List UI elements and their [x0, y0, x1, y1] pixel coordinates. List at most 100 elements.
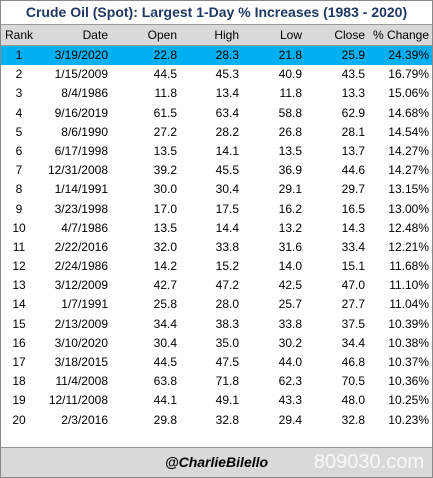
table-cell: 62.3	[278, 374, 302, 389]
table-cell: 34.4	[341, 335, 365, 350]
table-cell: 2/24/1986	[54, 259, 108, 274]
table-cell: 33.8	[278, 316, 302, 331]
table-cell: 13.7	[341, 143, 365, 158]
table-cell: 21.8	[278, 48, 302, 62]
table-cell: 4	[15, 105, 23, 120]
table-cell: 29.8	[153, 412, 177, 427]
table-cell: 44.1	[153, 393, 177, 408]
table-cell: 34.4	[153, 316, 177, 331]
table-cell: 11.10%	[389, 278, 429, 293]
table-cell: 3	[15, 86, 23, 101]
table-cell: 16.79%	[388, 67, 429, 82]
table-cell: 2/22/2016	[54, 239, 108, 254]
table-cell: 1/15/2009	[54, 67, 108, 82]
footer: @CharlieBilello 809030.com	[1, 447, 432, 477]
table-cell: 42.7	[153, 278, 177, 293]
column-header: High	[214, 28, 239, 42]
table-cell: 3/19/2020	[54, 48, 108, 62]
table-cell: 46.8	[341, 355, 365, 369]
table-cell: 35.0	[215, 335, 239, 350]
table-cell: 14.68%	[388, 105, 429, 120]
table-cell: 25.9	[341, 48, 365, 62]
table-cell: 6	[15, 143, 23, 158]
table-cell: 12/11/2008	[48, 393, 108, 408]
table-row: 2 1/15/2009 44.5 45.3 40.9 43.5 16.79%	[1, 65, 432, 84]
table-cell: 49.1	[215, 393, 239, 408]
table-row: 6 6/17/1998 13.5 14.1 13.5 13.7 14.27%	[1, 142, 432, 161]
table-cell: 27.7	[341, 297, 365, 312]
table-cell: 13.5	[153, 220, 177, 235]
table-cell: 10.37%	[388, 355, 429, 369]
table-cell: 44.5	[153, 67, 177, 82]
table-cell: 14.2	[153, 259, 177, 274]
table-row: 18 11/4/2008 63.8 71.8 62.3 70.5 10.36%	[1, 372, 432, 391]
table-cell: 58.8	[278, 105, 302, 120]
table-row: 3 8/4/1986 11.8 13.4 11.8 13.3 15.06%	[1, 84, 432, 103]
table-cell: 24.39%	[388, 48, 429, 62]
table-cell: 7	[15, 163, 23, 178]
table-cell: 33.8	[215, 239, 239, 254]
table-cell: 13.4	[215, 86, 239, 101]
table-cell: 13.5	[278, 143, 302, 158]
table-cell: 15.06%	[388, 86, 429, 101]
table-cell: 62.9	[341, 105, 365, 120]
table-row: 10 4/7/1986 13.5 14.4 13.2 14.3 12.48%	[1, 219, 432, 238]
table-cell: 27.2	[153, 124, 177, 139]
table-cell: 28.3	[215, 48, 239, 62]
table-cell: 3/10/2020	[54, 335, 108, 350]
table-cell: 11.68%	[389, 259, 429, 274]
table-cell: 12	[12, 259, 26, 274]
table-cell: 29.4	[278, 412, 302, 427]
table-cell: 10.25%	[388, 393, 429, 408]
table-cell: 44.6	[341, 163, 365, 178]
table-cell: 36.9	[278, 163, 302, 178]
table-cell: 6/17/1998	[54, 143, 108, 158]
table-cell: 38.3	[215, 316, 239, 331]
table-row: 1 3/19/2020 22.8 28.3 21.8 25.9 24.39%	[1, 46, 432, 66]
table-cell: 4/7/1986	[61, 220, 108, 235]
table-row: 17 3/18/2015 44.5 47.5 44.0 46.8 10.37%	[1, 353, 432, 372]
table-cell: 15.2	[215, 259, 239, 274]
handle: @CharlieBilello	[164, 454, 269, 470]
table-cell: 5	[15, 124, 23, 139]
column-header: Date	[82, 28, 108, 42]
column-header: Open	[147, 28, 177, 42]
table-row: 8 1/14/1991 30.0 30.4 29.1 29.7 13.15%	[1, 180, 432, 199]
table: Rank Date Open High Low Close % Change 1 3/19/20…	[1, 25, 432, 430]
table-cell: 11/4/2008	[55, 374, 109, 389]
column-header: Low	[279, 28, 302, 42]
table-cell: 42.5	[278, 278, 302, 293]
table-cell: 3/12/2009	[54, 278, 108, 293]
column-header: Close	[334, 28, 365, 42]
table-cell: 43.5	[341, 67, 365, 82]
table-cell: 10	[12, 220, 26, 235]
table-row: 4 9/16/2019 61.5 63.4 58.8 62.9 14.68%	[1, 104, 432, 123]
table-cell: 13.3	[341, 86, 365, 101]
table-cell: 16.5	[341, 201, 365, 216]
table-cell: 1/14/1991	[54, 182, 108, 197]
table-cell: 32.8	[215, 412, 239, 427]
table-cell: 14.27%	[388, 163, 429, 178]
table-cell: 70.5	[341, 374, 365, 389]
table-row: 19 12/11/2008 44.1 49.1 43.3 48.0 10.25%	[1, 391, 432, 410]
table-cell: 14.3	[341, 220, 365, 235]
table-cell: 26.8	[278, 124, 302, 139]
table-row: 12 2/24/1986 14.2 15.2 14.0 15.1 11.68%	[1, 257, 432, 276]
table-cell: 3/23/1998	[54, 201, 108, 216]
table-cell: 8	[15, 182, 23, 197]
table-cell: 1/7/1991	[61, 297, 108, 312]
title: Crude Oil (Spot): Largest 1-Day % Increa…	[1, 1, 432, 25]
table-cell: 22.8	[153, 48, 177, 62]
table-cell: 13.2	[278, 220, 302, 235]
table-cell: 43.3	[278, 393, 302, 408]
table-cell: 14.27%	[388, 143, 429, 158]
table-cell: 20	[12, 412, 26, 427]
table-cell: 14.4	[215, 220, 239, 235]
table-cell: 2/13/2009	[54, 316, 108, 331]
table-cell: 32.0	[153, 239, 177, 254]
table-cell: 12/31/2008	[47, 163, 108, 178]
table-cell: 13.15%	[388, 182, 429, 197]
table-row: 16 3/10/2020 30.4 35.0 30.2 34.4 10.38%	[1, 334, 432, 353]
table-cell: 63.4	[215, 105, 239, 120]
table-cell: 45.5	[215, 163, 239, 178]
